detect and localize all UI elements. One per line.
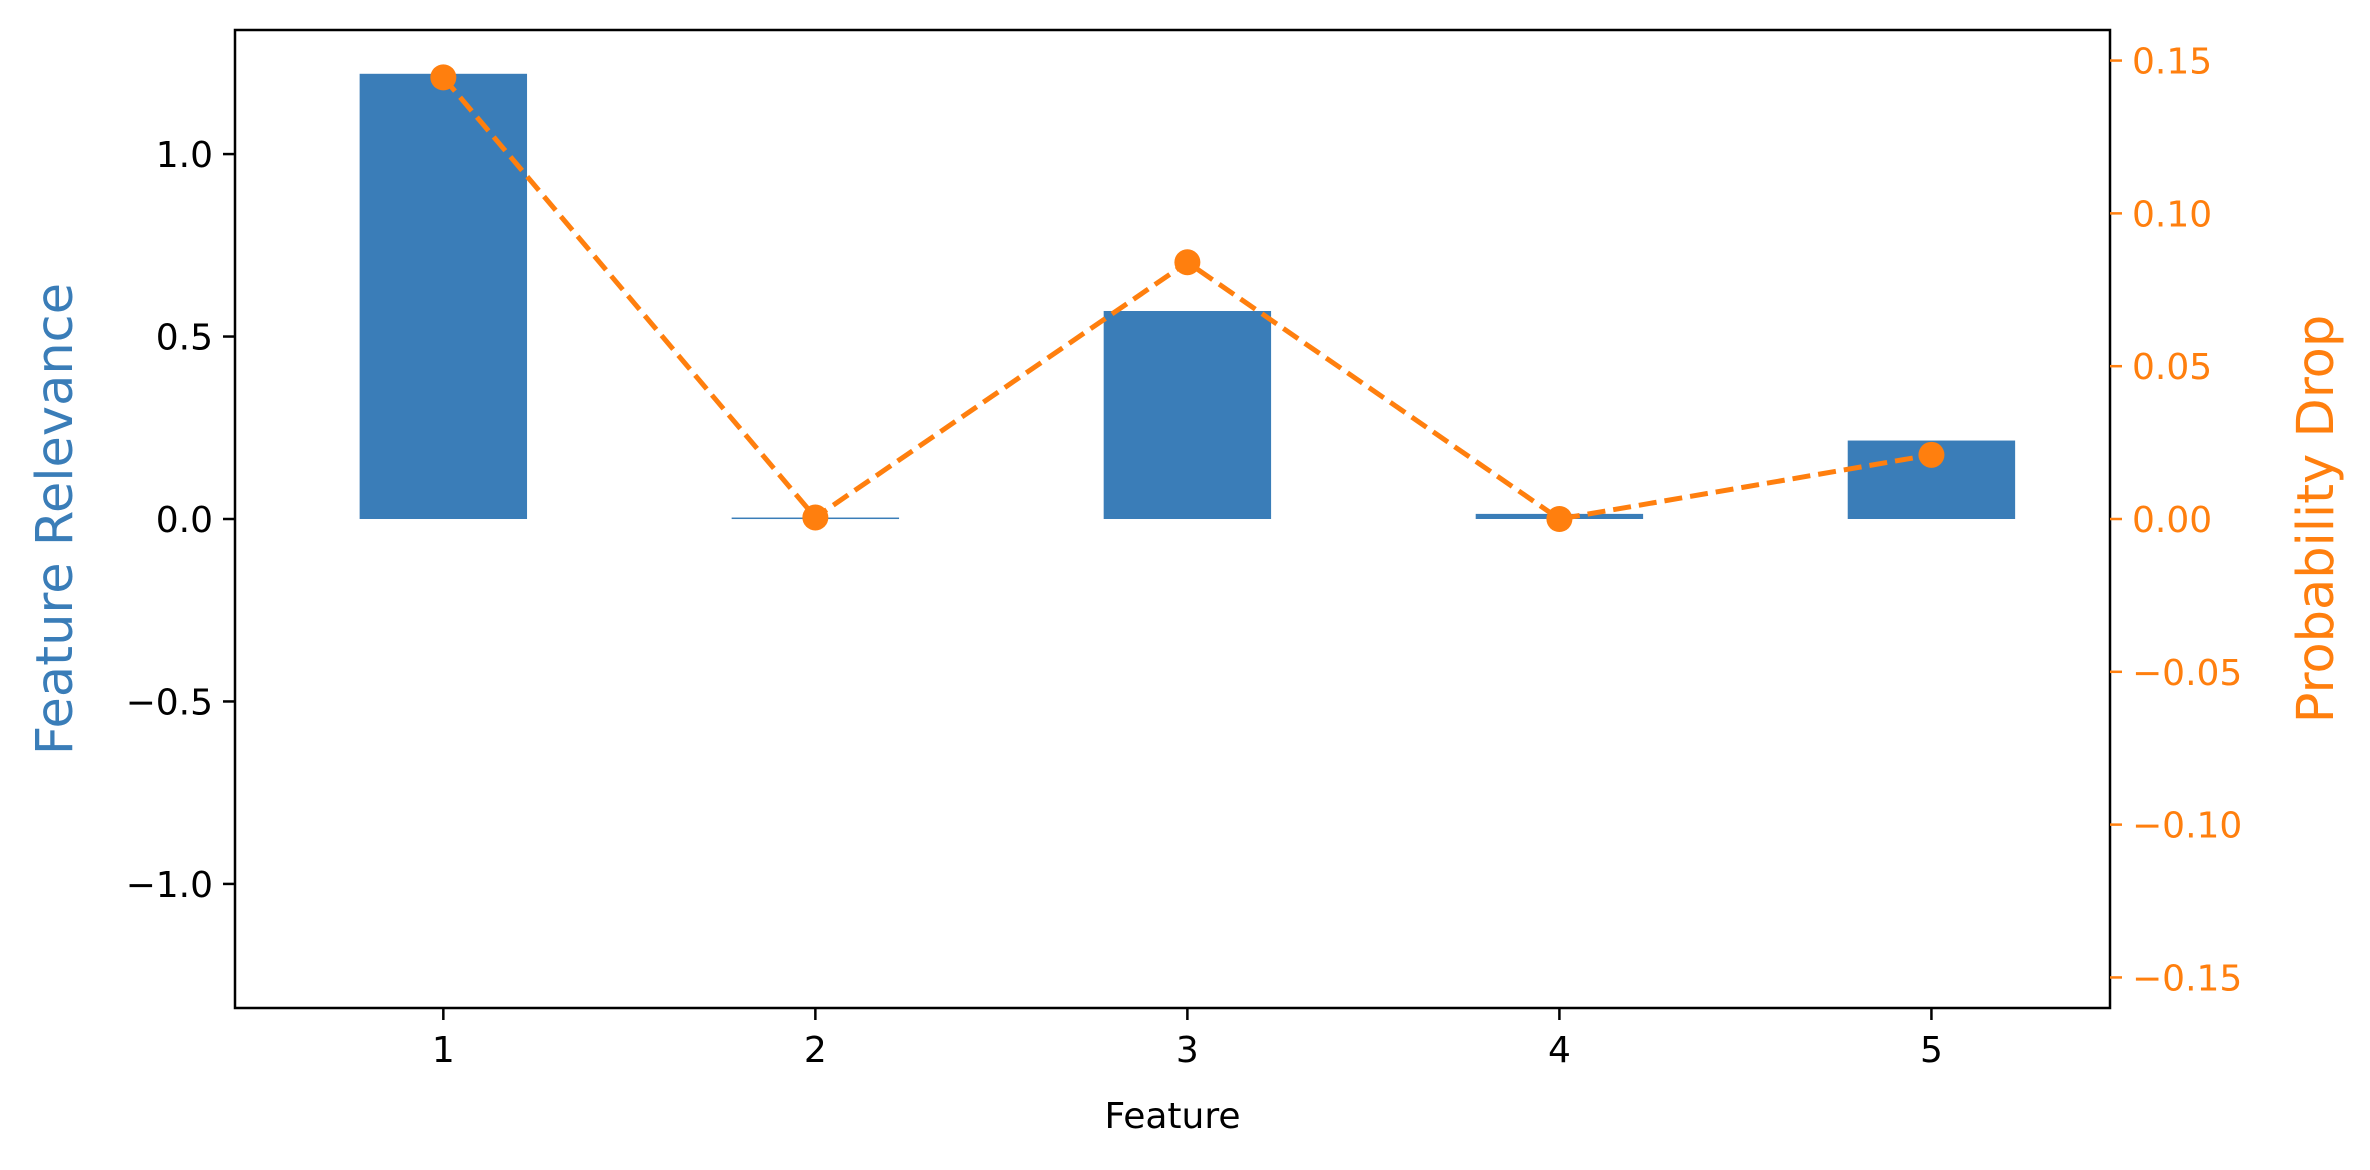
left-y-tick-label: 1.0: [156, 135, 213, 176]
right-y-tick-label: −0.15: [2132, 958, 2242, 999]
left-y-tick-label: −1.0: [126, 865, 213, 906]
right-y-tick-label: 0.05: [2132, 347, 2212, 388]
right-y-tick-label: 0.00: [2132, 500, 2212, 541]
right-y-tick-label: 0.15: [2132, 42, 2212, 83]
left-y-tick-label: 0.5: [156, 318, 213, 359]
point-feature-4: [1546, 506, 1573, 532]
point-feature-2: [802, 504, 829, 531]
right-y-tick-label: 0.10: [2132, 194, 2212, 235]
left-y-tick-label: 0.0: [156, 500, 213, 541]
left-y-tick-label: −0.5: [126, 682, 213, 723]
x-tick-label-4: 4: [1548, 1030, 1571, 1071]
left-y-axis-label: Feature Relevance: [26, 283, 85, 755]
point-feature-1: [430, 64, 457, 91]
right-y-axis-label: Probability Drop: [2287, 315, 2346, 724]
axes-layer: 1 2 3 4 5 −1.0 −0.5 0.0 0.5 1.0 −0.15 −0.10 −0.05 0.0…: [126, 28, 2242, 1071]
x-tick-label-3: 3: [1176, 1030, 1199, 1071]
right-y-tick-label: −0.05: [2132, 653, 2242, 694]
x-tick-label-2: 2: [804, 1030, 827, 1071]
bar-feature-1: [359, 73, 528, 519]
right-y-tick-label: −0.10: [2132, 806, 2242, 847]
bar-feature-3: [1103, 310, 1272, 519]
line-layer: [430, 64, 1945, 532]
x-tick-label-5: 5: [1920, 1030, 1943, 1071]
point-feature-3: [1174, 249, 1201, 276]
x-tick-label-1: 1: [432, 1030, 455, 1071]
x-axis-label: Feature: [1104, 1096, 1240, 1137]
point-feature-5: [1918, 441, 1945, 468]
bars-layer: [359, 73, 2016, 520]
